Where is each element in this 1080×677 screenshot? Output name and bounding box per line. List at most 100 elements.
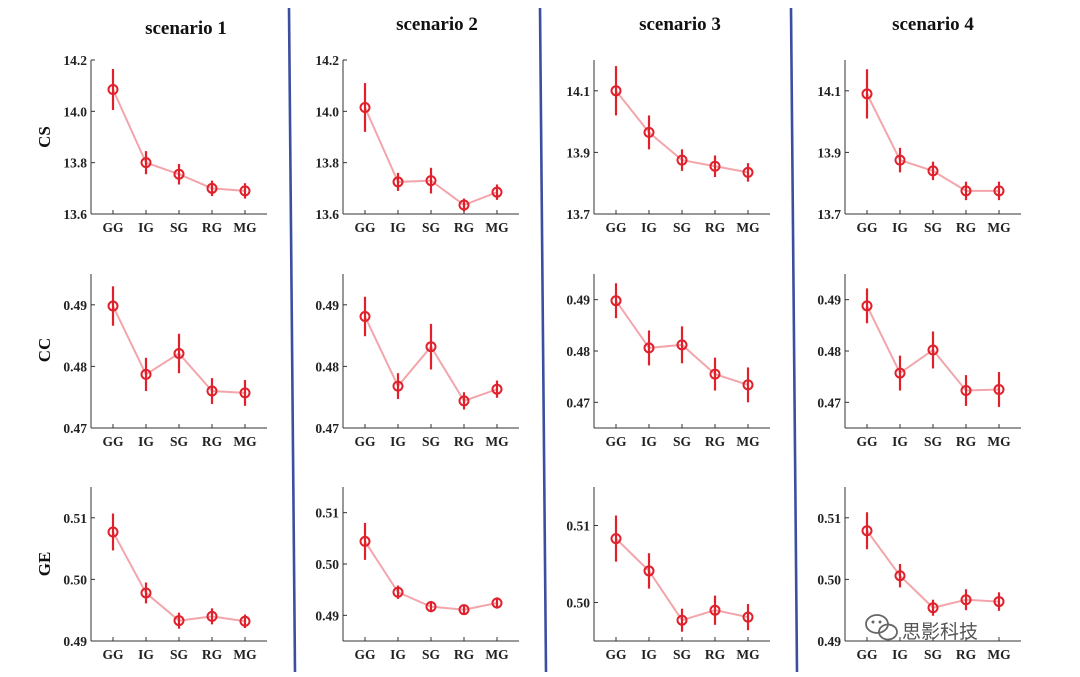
y-tick-label-cs-s1-2: 14.0 — [63, 104, 87, 119]
x-tick-label-cc-s3-2: SG — [673, 434, 692, 449]
x-tick-label-cc-s2-4: MG — [485, 434, 509, 449]
data-point-cs-s1-0 — [107, 84, 119, 96]
data-point-ge-s2-3 — [458, 604, 470, 616]
panel-ge-s4: 0.49 0.50 0.51 GG IG SG RG MG — [817, 487, 1021, 662]
data-point-ge-s3-3 — [709, 604, 721, 616]
x-tick-label-cs-s1-1: IG — [138, 220, 154, 235]
series-line-ge-s3 — [615, 537, 749, 622]
watermark-text: 思影科技 — [902, 621, 978, 643]
data-point-cs-s2-3 — [458, 199, 470, 211]
data-point-cc-s2-3 — [458, 395, 470, 407]
data-point-cs-s3-4 — [742, 166, 754, 178]
data-point-ge-s1-2 — [173, 615, 185, 627]
y-tick-label-cc-s3-1: 0.48 — [566, 344, 590, 359]
x-tick-label-cs-s2-0: GG — [354, 220, 376, 235]
x-tick-label-cc-s1-2: SG — [170, 434, 189, 449]
scenario-4-title: scenario 4 — [892, 14, 974, 35]
y-tick-label-cc-s1-0: 0.47 — [63, 421, 87, 436]
data-point-cc-s2-2 — [425, 341, 437, 353]
x-tick-label-ge-s4-1: IG — [892, 647, 908, 662]
x-tick-label-cs-s1-0: GG — [102, 220, 124, 235]
x-tick-label-cs-s3-2: SG — [673, 220, 692, 235]
x-tick-label-ge-s3-0: GG — [605, 647, 627, 662]
y-tick-label-cs-s4-0: 13.7 — [817, 207, 841, 222]
panel-ge-s2: 0.49 0.50 0.51 GG IG SG RG MG — [315, 487, 519, 662]
y-tick-label-ge-s4-0: 0.49 — [817, 634, 841, 649]
y-tick-label-cs-s4-1: 13.9 — [817, 145, 841, 160]
x-tick-label-ge-s1-0: GG — [102, 647, 124, 662]
data-point-ge-s1-3 — [206, 610, 218, 622]
data-point-cs-s1-2 — [173, 168, 185, 180]
data-point-cs-s3-2 — [676, 154, 688, 166]
data-point-cc-s4-3 — [960, 385, 972, 397]
data-point-cs-s2-0 — [359, 101, 371, 113]
series-line-ge-s4 — [866, 530, 1000, 609]
data-point-cc-s2-0 — [359, 311, 371, 323]
x-tick-label-cc-s3-1: IG — [641, 434, 657, 449]
y-tick-label-cc-s3-0: 0.47 — [566, 395, 590, 410]
data-point-cs-s3-1 — [643, 126, 655, 138]
y-tick-label-cs-s3-0: 13.7 — [566, 207, 590, 222]
y-tick-label-ge-s2-2: 0.51 — [315, 506, 339, 521]
data-point-ge-s4-2 — [927, 602, 939, 614]
data-point-cs-s4-3 — [960, 185, 972, 197]
panel-cc-s1: 0.47 0.48 0.49 GG IG SG RG MG — [63, 274, 267, 449]
data-point-cc-s1-3 — [206, 385, 218, 397]
data-point-cs-s1-1 — [140, 157, 152, 169]
x-tick-label-cs-s3-0: GG — [605, 220, 627, 235]
data-point-cs-s2-4 — [491, 186, 503, 198]
data-point-cs-s1-3 — [206, 182, 218, 194]
data-point-cs-s4-0 — [861, 88, 873, 100]
y-tick-label-cc-s2-2: 0.49 — [315, 298, 339, 313]
y-tick-label-cs-s2-2: 14.0 — [315, 104, 339, 119]
x-tick-label-cc-s2-3: RG — [454, 434, 475, 449]
x-tick-label-cc-s2-0: GG — [354, 434, 376, 449]
scenario-2-title: scenario 2 — [396, 14, 478, 35]
x-tick-label-ge-s4-0: GG — [856, 647, 878, 662]
divider-line-2 — [538, 7, 548, 673]
x-tick-label-cs-s3-3: RG — [705, 220, 726, 235]
x-tick-label-cs-s3-1: IG — [641, 220, 657, 235]
x-tick-label-cs-s4-0: GG — [856, 220, 878, 235]
x-tick-label-cs-s2-4: MG — [485, 220, 509, 235]
x-tick-label-cc-s4-0: GG — [856, 434, 878, 449]
x-tick-label-ge-s4-3: RG — [956, 647, 977, 662]
y-tick-label-cs-s2-0: 13.6 — [315, 207, 339, 222]
x-tick-label-cc-s2-1: IG — [390, 434, 406, 449]
panel-cc-s4: 0.47 0.48 0.49 GG IG SG RG MG — [817, 274, 1021, 449]
watermark: 思影科技 — [865, 614, 978, 643]
data-point-cc-s4-0 — [861, 300, 873, 312]
series-line-ge-s2 — [364, 540, 498, 611]
x-tick-label-cs-s4-4: MG — [987, 220, 1011, 235]
x-tick-label-cs-s2-1: IG — [390, 220, 406, 235]
x-tick-label-ge-s2-0: GG — [354, 647, 376, 662]
data-point-cs-s4-4 — [993, 185, 1005, 197]
data-point-cc-s1-2 — [173, 347, 185, 359]
data-point-cc-s3-3 — [709, 368, 721, 380]
x-tick-label-cc-s1-1: IG — [138, 434, 154, 449]
data-point-cs-s4-1 — [894, 154, 906, 166]
data-point-cs-s2-2 — [425, 175, 437, 187]
x-tick-label-cc-s1-4: MG — [233, 434, 257, 449]
data-point-ge-s4-1 — [894, 570, 906, 582]
data-point-cc-s4-4 — [993, 384, 1005, 395]
panel-cc-s2: 0.47 0.48 0.49 GG IG SG RG MG — [315, 274, 519, 449]
x-tick-label-ge-s1-4: MG — [233, 647, 257, 662]
x-tick-label-ge-s3-3: RG — [705, 647, 726, 662]
x-tick-label-cc-s3-0: GG — [605, 434, 627, 449]
y-tick-label-cc-s2-1: 0.48 — [315, 359, 339, 374]
y-tick-label-ge-s1-2: 0.51 — [63, 511, 87, 526]
x-tick-label-cs-s1-2: SG — [170, 220, 189, 235]
panel-cs-s1: 13.6 13.8 14.0 14.2 GG IG SG RG MG — [63, 53, 267, 235]
scenario-3-title: scenario 3 — [639, 14, 721, 35]
y-tick-label-ge-s3-1: 0.51 — [566, 519, 590, 534]
y-tick-label-ge-s2-0: 0.49 — [315, 608, 339, 623]
scenario-1-title: scenario 1 — [145, 18, 227, 39]
data-point-ge-s4-0 — [861, 525, 873, 537]
data-point-ge-s1-0 — [107, 526, 119, 538]
x-tick-label-ge-s3-1: IG — [641, 647, 657, 662]
data-point-cc-s4-1 — [894, 367, 906, 379]
data-point-cc-s3-1 — [643, 342, 655, 354]
x-tick-label-ge-s1-1: IG — [138, 647, 154, 662]
